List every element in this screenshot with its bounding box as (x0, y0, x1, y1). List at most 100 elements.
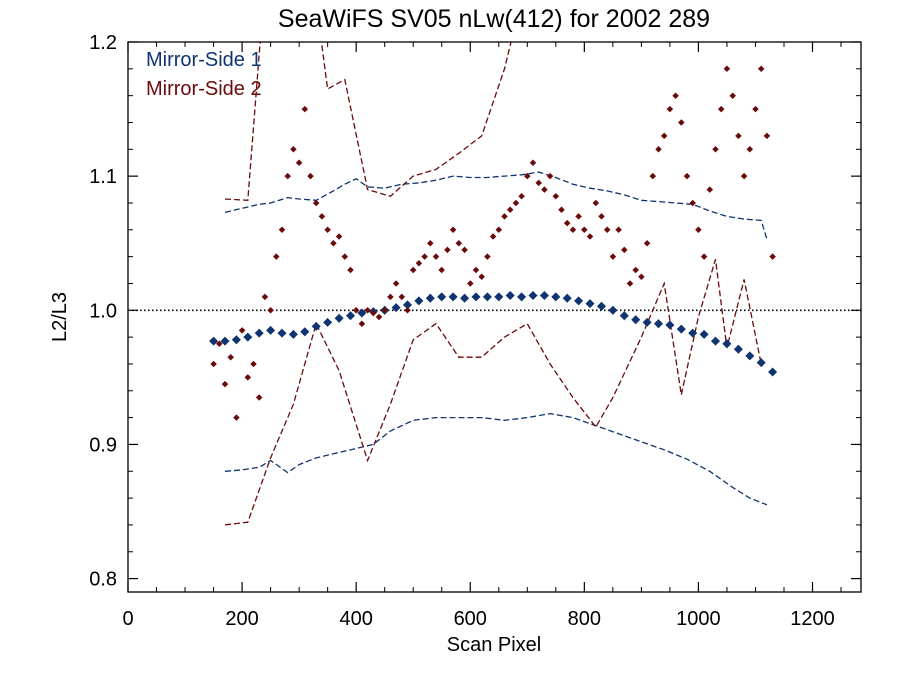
ms2-point (712, 146, 719, 153)
ms2-point (569, 226, 577, 234)
ms1-point (642, 317, 652, 327)
x-tick-label: 800 (568, 608, 601, 630)
plot-area: 0 200 400 600 800 1000 1200 0.8 0.9 1.0 1.1 1.2 (89, 32, 862, 630)
ms2-point (518, 193, 525, 200)
ms1-point (756, 358, 766, 368)
ms2-point (347, 266, 354, 274)
ms1-point (574, 296, 584, 306)
x-tick-label: 600 (454, 608, 487, 630)
data-layer (128, 42, 861, 526)
ms1-point (710, 336, 721, 346)
ms2-point (427, 239, 434, 247)
ms2-point (255, 394, 263, 401)
ms1-point (243, 332, 253, 342)
ms1-point (551, 292, 561, 302)
ms1-point (460, 293, 470, 303)
ms2-point (672, 92, 679, 99)
ms2-point (717, 105, 725, 113)
ms1-point (745, 351, 755, 361)
ms2-point (615, 226, 622, 234)
ms2-point (216, 340, 223, 348)
ms2-point (598, 213, 605, 220)
y-tick-label: 1.2 (89, 32, 117, 54)
ms2-point (375, 313, 383, 321)
ms1-point (505, 290, 515, 301)
ms2-point (546, 172, 554, 180)
ms1-point (231, 335, 241, 345)
ms1-point (494, 292, 504, 302)
ms2-point (746, 146, 754, 153)
ms2-point (233, 414, 240, 421)
ms1-point (448, 292, 458, 302)
ms2-point (404, 307, 411, 314)
ms2-point (312, 199, 320, 207)
ms1-point (539, 290, 549, 301)
ms1-point (768, 367, 778, 377)
ms1-point (665, 320, 675, 330)
ms2-point (541, 186, 548, 193)
ms2-point (438, 266, 445, 274)
ms2-point (421, 253, 428, 260)
y-tick-label: 1.0 (89, 300, 117, 322)
ms2-point (735, 132, 742, 140)
ms2-point (432, 253, 440, 260)
ms2-point (501, 213, 508, 220)
ms2-point (512, 199, 520, 207)
x-tick-label: 400 (339, 608, 372, 630)
ms1-point (517, 292, 527, 302)
ms2-point (552, 193, 560, 200)
envelope-line-2 (224, 171, 768, 240)
ms2-point (352, 307, 360, 314)
x-tick-label: 0 (122, 608, 133, 630)
ms2-point (700, 253, 708, 260)
ms1-point (631, 315, 641, 325)
envelope-line-4 (224, 42, 512, 201)
ms2-point (324, 226, 331, 234)
ms2-point (695, 226, 702, 234)
ms2-point (632, 266, 639, 274)
ms2-point (290, 146, 297, 153)
ms1-point (345, 311, 356, 321)
ms2-point (335, 233, 343, 240)
ms2-point (398, 293, 406, 301)
envelope-line-5 (224, 259, 762, 526)
ms1-point (209, 336, 219, 346)
ms1-point (596, 301, 607, 311)
ms1-point (334, 313, 344, 323)
ms2-point (227, 353, 234, 361)
x-tick-label: 1000 (676, 608, 721, 630)
envelope-line-3 (224, 412, 768, 506)
ms2-point (626, 280, 634, 287)
ms2-point (729, 92, 736, 99)
legend-item-mirror-side-2: Mirror-Side 2 (146, 78, 262, 100)
ms2-point (655, 146, 662, 153)
ms2-point (330, 239, 337, 247)
chart-title: SeaWiFS SV05 nLw(412) for 2002 289 (278, 5, 710, 33)
ms2-point (341, 253, 349, 260)
ms2-point (689, 199, 696, 207)
ms2-point (506, 206, 514, 213)
ms2-point (455, 239, 463, 247)
ms1-point (300, 327, 310, 337)
ms2-point (415, 260, 423, 267)
ms1-point (619, 311, 629, 321)
ms1-point (277, 328, 287, 338)
ms2-point (592, 199, 600, 207)
ms2-point (221, 380, 229, 388)
y-tick-label: 0.9 (89, 434, 117, 456)
ms1-point (676, 324, 686, 334)
ms2-point (387, 293, 394, 301)
ms2-point (364, 307, 371, 314)
ms2-point (575, 213, 582, 220)
ms2-point (723, 65, 731, 73)
legend-item-mirror-side-1: Mirror-Side 1 (146, 49, 262, 71)
ms2-point (472, 266, 480, 274)
ms2-point (763, 132, 771, 140)
ms2-point (489, 233, 497, 240)
ms2-point (586, 233, 594, 240)
ms1-point (220, 336, 230, 346)
ms2-point (660, 132, 668, 140)
ms2-point (392, 280, 400, 287)
ms2-point (444, 246, 451, 254)
